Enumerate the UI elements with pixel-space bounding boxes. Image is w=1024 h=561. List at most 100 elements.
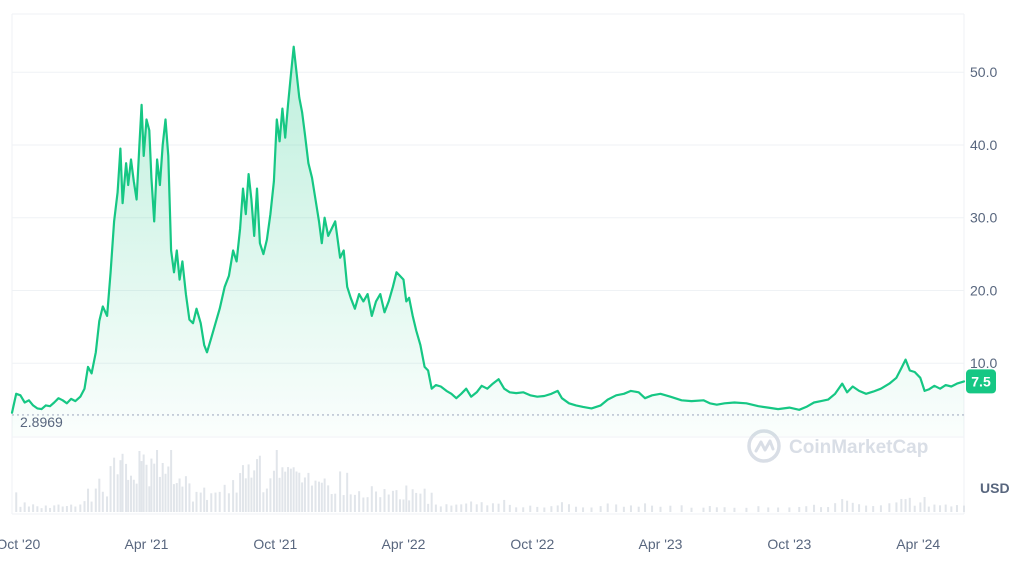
volume-bar — [798, 506, 801, 512]
volume-bar — [515, 507, 518, 512]
volume-bar — [358, 491, 361, 512]
volume-bar — [491, 503, 494, 512]
volume-bar — [439, 506, 442, 512]
volume-bar — [235, 492, 238, 512]
volume-bar — [933, 504, 936, 512]
volume-bar — [888, 503, 891, 512]
volume-bar — [307, 472, 310, 512]
volume-bar — [130, 475, 132, 512]
volume-bar — [955, 505, 958, 512]
volume-bar — [153, 463, 156, 512]
x-tick-label: Oct '20 — [0, 536, 41, 552]
volume-bar — [508, 504, 511, 512]
volume-bar — [379, 497, 382, 512]
volume-bar — [318, 481, 321, 512]
volume-bar — [269, 478, 272, 512]
volume-bar — [346, 472, 349, 512]
volume-bar — [253, 470, 256, 512]
volume-bar — [383, 489, 386, 512]
volume-bar — [445, 504, 448, 512]
volume-bar — [170, 450, 173, 512]
volume-bar — [858, 504, 861, 512]
volume-bar — [415, 492, 418, 512]
volume-bar — [295, 471, 298, 512]
volume-bar — [262, 492, 265, 512]
volume-bar — [150, 458, 153, 512]
volume-bar — [622, 506, 625, 512]
volume-bar — [423, 488, 426, 512]
volume-bar — [44, 505, 47, 512]
volume-bar — [427, 503, 430, 512]
volume-bar — [310, 485, 313, 512]
x-tick-label: Apr '21 — [125, 536, 169, 552]
volume-bar — [289, 468, 292, 512]
volume-bar — [140, 461, 143, 512]
volume-bar — [353, 494, 356, 512]
volume-bar — [841, 499, 844, 512]
volume-bar — [36, 506, 39, 512]
volume-bar — [900, 498, 903, 512]
y-tick-label: 40.0 — [970, 137, 997, 153]
volume-bar — [556, 505, 559, 512]
volume-bar — [32, 504, 35, 512]
volume-bar — [391, 490, 394, 512]
volume-bar — [70, 504, 73, 512]
volume-bar — [395, 490, 398, 512]
volume-bar — [387, 494, 390, 512]
volume-bar — [529, 505, 532, 512]
volume-bar — [106, 496, 109, 512]
volume-bar — [745, 507, 748, 512]
volume-bar — [827, 507, 830, 512]
volume-bar — [199, 492, 202, 512]
volume-bar — [590, 507, 593, 512]
volume-bar — [872, 506, 875, 512]
volume-bar — [125, 463, 128, 512]
volume-bar — [927, 506, 930, 512]
y-tick-label: 20.0 — [970, 282, 997, 298]
volume-bar — [74, 506, 77, 512]
volume-bar — [349, 494, 352, 512]
y-tick-label: 30.0 — [970, 210, 997, 226]
volume-bar — [214, 492, 217, 512]
volume-bar — [599, 506, 602, 512]
volume-bar — [788, 507, 791, 512]
volume-bar — [904, 499, 907, 512]
x-tick-label: Apr '23 — [639, 536, 683, 552]
volume-bar — [522, 507, 525, 512]
volume-bar — [287, 467, 290, 512]
volume-bar — [944, 504, 947, 512]
volume-bar — [275, 450, 278, 512]
volume-bar — [834, 503, 837, 512]
volume-bars — [15, 450, 965, 512]
volume-bar — [184, 476, 187, 512]
price-line — [10, 45, 966, 414]
volume-bar — [138, 451, 141, 512]
volume-bar — [923, 497, 926, 512]
volume-bar — [241, 465, 244, 512]
volume-bar — [575, 506, 578, 512]
x-tick-label: Apr '24 — [896, 536, 940, 552]
volume-bar — [366, 497, 369, 512]
volume-bar — [330, 494, 333, 512]
volume-bar — [265, 488, 268, 512]
volume-bar — [733, 507, 736, 512]
volume-bar — [164, 473, 167, 512]
volume-bar — [218, 491, 221, 512]
volume-bar — [239, 473, 242, 512]
volume-bar — [486, 505, 489, 512]
volume-bar — [497, 503, 500, 512]
volume-bar — [767, 507, 770, 512]
x-tick-label: Oct '22 — [510, 536, 554, 552]
volume-bar — [820, 507, 823, 512]
volume-bar — [135, 483, 138, 512]
volume-bar — [723, 507, 726, 512]
volume-bar — [339, 471, 342, 512]
volume-bar — [223, 484, 226, 512]
volume-bar — [455, 504, 458, 512]
volume-bar — [94, 488, 97, 512]
volume-bar — [370, 486, 373, 512]
volume-bar — [342, 495, 345, 512]
volume-bar — [79, 504, 82, 512]
volume-bar — [536, 506, 539, 512]
volume-bar — [702, 507, 705, 512]
